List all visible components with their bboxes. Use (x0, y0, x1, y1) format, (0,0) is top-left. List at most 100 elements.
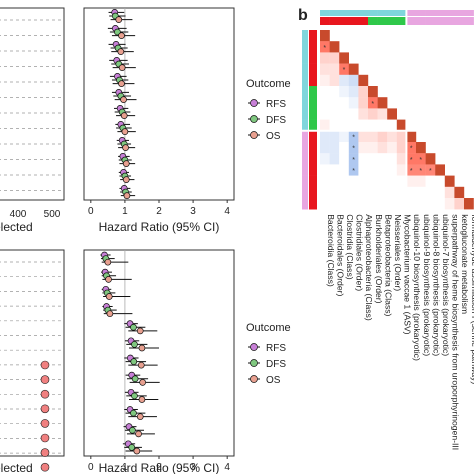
heatmap-cell (416, 175, 426, 187)
heatmap-cell (329, 164, 340, 176)
heatmap-cell (329, 142, 340, 154)
x-tick-label: 3 (190, 462, 196, 473)
significance-mark: * (410, 168, 413, 175)
point-os (104, 258, 112, 266)
top-annotation-bar-outer (377, 10, 388, 16)
heatmap-col-label: ubiquinol-7 biosynthesis (prokaryotic) (441, 214, 451, 356)
heatmap-cell (368, 153, 378, 165)
top-annotation-bar-inner (425, 17, 436, 25)
heatmap-cell (406, 153, 417, 165)
heatmap-cell (348, 153, 359, 165)
heatmap-cell (320, 119, 330, 131)
significance-mark: * (419, 157, 422, 164)
top-annotation-bar-outer (454, 10, 465, 16)
heatmap-cell (348, 63, 359, 75)
point-os (133, 447, 141, 455)
heatmap-col-label: superpathway of heme biosynthesis from u… (451, 214, 461, 450)
side-annotation-bar-outer (302, 86, 308, 98)
heatmap-cell (329, 86, 340, 98)
legend-key-rfs (250, 343, 258, 351)
point-os (122, 144, 129, 151)
heatmap-cell (377, 164, 388, 176)
point-os (118, 32, 125, 39)
heatmap-cell (358, 119, 369, 131)
heatmap-cell (416, 186, 426, 199)
side-annotation-bar-inner (309, 63, 317, 76)
left-bottom-point (40, 419, 50, 428)
heatmap-cell (320, 30, 330, 42)
point-dfs (130, 323, 137, 331)
side-annotation-bar-inner (309, 130, 317, 143)
heatmap-cell (329, 186, 340, 199)
side-annotation-bar-outer (302, 108, 308, 120)
top-annotation-bar-inner (416, 17, 426, 25)
heatmap-cell (406, 186, 417, 199)
point-os (120, 96, 127, 103)
side-annotation-bar-outer (302, 198, 308, 210)
heatmap-cell (406, 130, 417, 143)
heatmap-cell (339, 119, 349, 131)
top-annotation-bar-inner (339, 17, 350, 25)
side-annotation-bar-outer (302, 119, 308, 132)
left-bottom-point (40, 360, 50, 370)
point-os (123, 192, 131, 199)
heatmap-cell (320, 63, 330, 75)
legend-key-os (250, 131, 258, 139)
top-annotation-bar-inner (377, 17, 388, 25)
heatmap-cell (444, 186, 455, 199)
heatmap-cell (348, 175, 359, 187)
top-annotation-bar-inner (348, 17, 359, 25)
top-annotation-bar-outer (358, 10, 369, 16)
significance-mark: * (352, 146, 355, 153)
side-annotation-bar-outer (302, 164, 308, 176)
heatmap-cell (396, 142, 407, 154)
significance-mark: * (352, 134, 355, 141)
heatmap-cell (329, 119, 340, 131)
side-annotation-bar-outer (302, 142, 308, 154)
heatmap-cell (320, 41, 330, 53)
heatmap-cell (406, 175, 417, 187)
heatmap-cell (339, 74, 349, 87)
heatmap-cell (358, 198, 369, 210)
point-dfs (128, 444, 136, 451)
heatmap-cell (435, 164, 445, 176)
left-panel-top: 400 500 elected (0, 7, 65, 234)
side-annotation-bar-inner (309, 108, 317, 120)
heatmap-cell (387, 186, 397, 199)
heatmap-cell (377, 186, 388, 199)
legend-key-os (250, 375, 258, 383)
heatmap-col-label: Clostridia (Class) (345, 214, 355, 280)
heatmap-cell (387, 130, 397, 143)
point-os (122, 160, 130, 167)
left-bottom-point (40, 389, 50, 399)
heatmap-cell (387, 175, 397, 187)
heatmap-cell (358, 153, 369, 165)
top-annotation-bar-outer (444, 10, 455, 16)
left-bottom-point (40, 404, 50, 414)
heatmap-cell (320, 108, 330, 120)
side-annotation-bar-outer (302, 153, 308, 165)
forest-top-xlabel: Hazard Ratio (95% CI) (99, 220, 220, 234)
legend-label-dfs: DFS (266, 115, 286, 126)
legend-label-dfs: DFS (266, 359, 286, 370)
top-annotation-bar-outer (387, 10, 398, 16)
heatmap-cell (406, 142, 417, 154)
heatmap-col-label: Betaproteobacteria (Class) (383, 214, 393, 316)
x-tick-label: 1 (122, 206, 128, 217)
heatmap-cell (339, 164, 349, 176)
x-tick-label: 0 (88, 206, 94, 217)
top-annotation-bar-inner (358, 17, 369, 25)
heatmap-cell (377, 175, 388, 187)
heatmap-cell (396, 186, 407, 199)
side-annotation-bar-inner (309, 97, 317, 109)
legend-bottom-title: Outcome (246, 322, 291, 334)
point-os (121, 128, 129, 135)
left-bottom-point (40, 375, 50, 384)
heatmap-cell (348, 108, 359, 120)
left-bottom-point (40, 433, 50, 443)
heatmap-cell (464, 198, 474, 210)
heatmap-cell (377, 97, 388, 109)
panel-label-b: b (298, 7, 308, 24)
heatmap-cell (368, 175, 378, 187)
